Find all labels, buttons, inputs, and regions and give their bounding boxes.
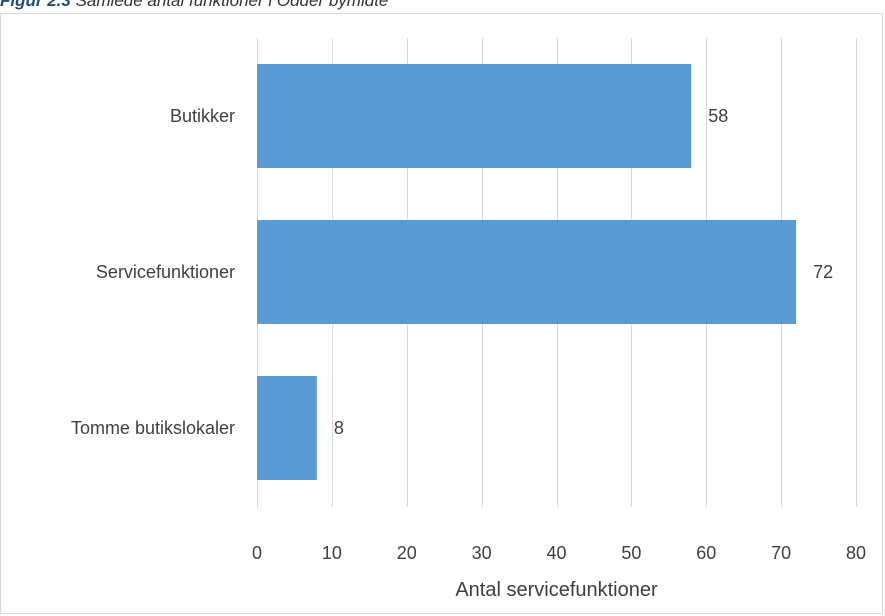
x-tick-label: 10 [322,543,342,563]
category-label: Servicefunktioner [96,262,235,282]
x-axis-title: Antal servicefunktioner [455,579,658,601]
x-tick-label: 80 [846,543,866,563]
bars [257,64,797,480]
data-label: 8 [334,418,344,438]
x-tick-label: 20 [397,543,417,563]
x-tick-label: 0 [252,543,262,563]
x-tick-label: 60 [696,543,716,563]
x-tick-label: 50 [621,543,641,563]
data-labels: 58 72 8 [334,106,833,438]
bar [257,376,317,480]
figure-number: Figur 2.3 [0,0,71,10]
data-label: 72 [813,262,833,282]
figure-caption: Figur 2.3 Samlede antal funktioner i Odd… [0,0,388,14]
bar-chart: 58 72 8 Butikker Servicefunktioner Tomme but… [71,38,866,601]
chart-area: 58 72 8 Butikker Servicefunktioner Tomme but… [0,13,883,614]
x-tick-label: 70 [771,543,791,563]
figure-title: Samlede antal funktioner i Odder bymidte [75,0,389,10]
bar [257,64,692,168]
category-label: Butikker [170,106,235,126]
data-label: 58 [708,106,728,126]
x-tick-label: 30 [472,543,492,563]
x-tick-labels: 0 10 20 30 40 50 60 70 80 [252,543,866,563]
category-label: Tomme butikslokaler [71,418,235,438]
category-labels: Butikker Servicefunktioner Tomme butikslok… [71,106,235,438]
bar [257,220,797,324]
x-tick-label: 40 [546,543,566,563]
